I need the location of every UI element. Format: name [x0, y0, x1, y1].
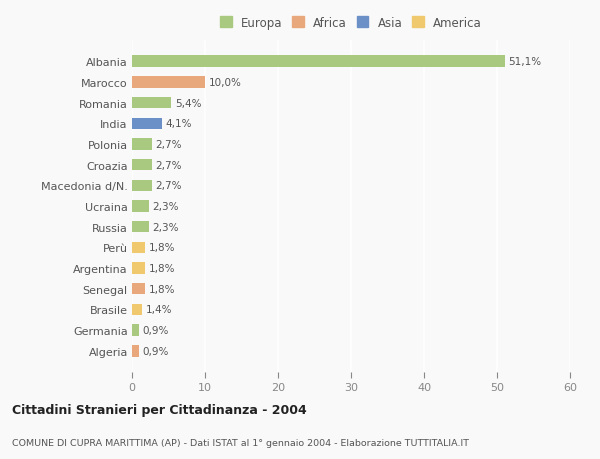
Text: COMUNE DI CUPRA MARITTIMA (AP) - Dati ISTAT al 1° gennaio 2004 - Elaborazione TU: COMUNE DI CUPRA MARITTIMA (AP) - Dati IS…: [12, 438, 469, 447]
Text: 2,3%: 2,3%: [152, 222, 179, 232]
Text: Cittadini Stranieri per Cittadinanza - 2004: Cittadini Stranieri per Cittadinanza - 2…: [12, 403, 307, 416]
Text: 2,7%: 2,7%: [155, 160, 182, 170]
Bar: [132, 346, 139, 357]
Bar: [132, 56, 505, 67]
Text: 1,8%: 1,8%: [149, 284, 175, 294]
Bar: [132, 284, 145, 295]
Bar: [132, 242, 145, 253]
Text: 2,3%: 2,3%: [152, 202, 179, 212]
Bar: [132, 77, 205, 88]
Bar: [132, 304, 142, 315]
Text: 1,8%: 1,8%: [149, 263, 175, 274]
Text: 1,4%: 1,4%: [146, 305, 172, 315]
Text: 5,4%: 5,4%: [175, 98, 202, 108]
Bar: [132, 201, 149, 212]
Bar: [132, 222, 149, 233]
Bar: [132, 139, 152, 150]
Bar: [132, 263, 145, 274]
Text: 1,8%: 1,8%: [149, 243, 175, 253]
Legend: Europa, Africa, Asia, America: Europa, Africa, Asia, America: [218, 14, 484, 32]
Text: 10,0%: 10,0%: [209, 78, 242, 88]
Bar: [132, 160, 152, 171]
Text: 0,9%: 0,9%: [142, 325, 169, 336]
Text: 51,1%: 51,1%: [509, 57, 542, 67]
Text: 2,7%: 2,7%: [155, 181, 182, 191]
Text: 2,7%: 2,7%: [155, 140, 182, 150]
Text: 0,9%: 0,9%: [142, 346, 169, 356]
Bar: [132, 118, 162, 129]
Text: 4,1%: 4,1%: [166, 119, 192, 129]
Bar: [132, 98, 172, 109]
Bar: [132, 325, 139, 336]
Bar: [132, 180, 152, 191]
